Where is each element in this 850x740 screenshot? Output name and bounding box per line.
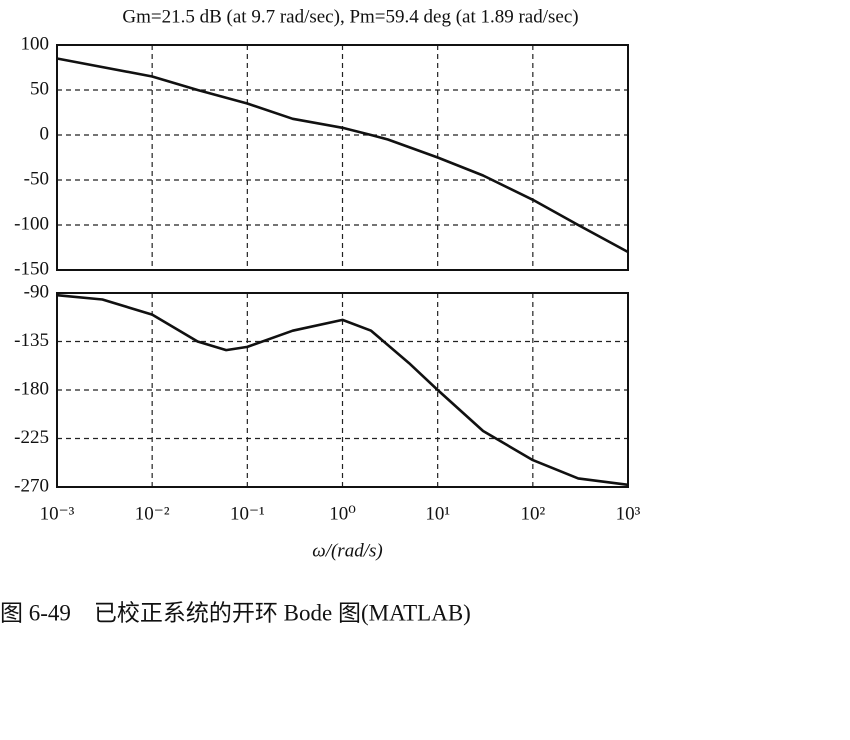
data-line	[56, 293, 629, 487]
y-tick-label: -180	[14, 378, 49, 399]
plot-frame	[56, 292, 629, 488]
x-axis-label: ω/(rad/s)	[312, 540, 382, 561]
plot-frame	[56, 44, 629, 271]
x-tick-label: 10¹	[425, 503, 450, 524]
y-tick-label: -150	[14, 258, 49, 279]
x-tick-label: 10⁰	[329, 503, 356, 524]
figure-caption: 图 6-49 已校正系统的开环 Bode 图(MATLAB)	[0, 600, 471, 625]
chart-title: Gm=21.5 dB (at 9.7 rad/sec), Pm=59.4 deg…	[122, 6, 578, 27]
y-tick-label: 0	[40, 123, 50, 144]
y-tick-label: -90	[24, 281, 49, 302]
data-line	[56, 57, 629, 254]
x-tick-label: 10⁻¹	[230, 503, 265, 524]
y-tick-label: 50	[30, 78, 49, 99]
x-tick-label: 10⁻³	[40, 503, 75, 524]
y-tick-label: -135	[14, 330, 49, 351]
y-tick-label: -270	[14, 475, 49, 496]
y-tick-label: -100	[14, 213, 49, 234]
y-tick-label: 100	[21, 33, 50, 54]
y-tick-label: -225	[14, 427, 49, 448]
x-tick-label: 10⁻²	[135, 503, 170, 524]
x-tick-label: 10²	[520, 503, 545, 524]
y-tick-label: -50	[24, 168, 49, 189]
x-tick-label: 10³	[616, 503, 641, 524]
